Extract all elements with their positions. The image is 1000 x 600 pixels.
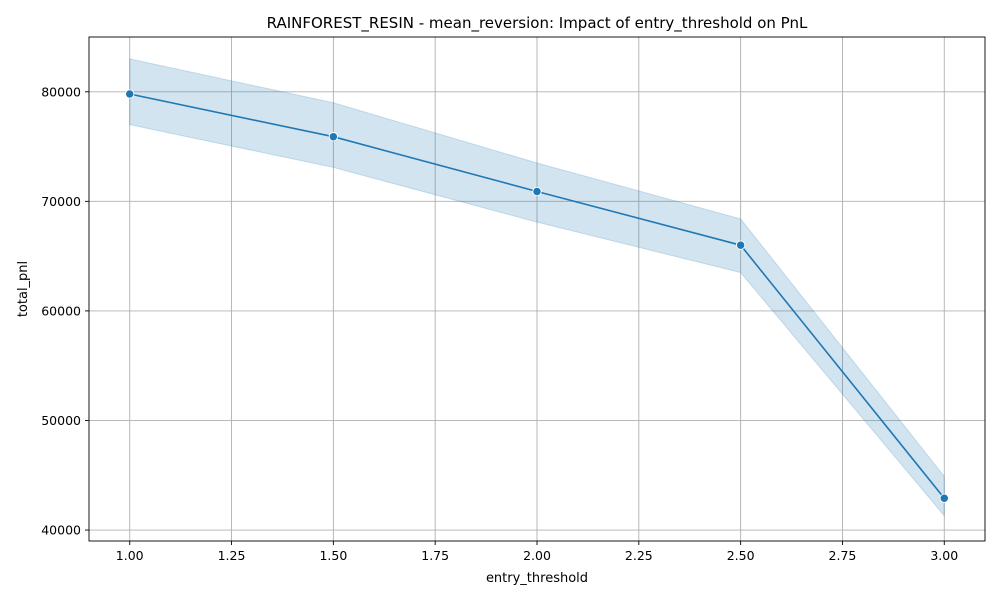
y-tick-label: 50000 <box>41 413 81 428</box>
data-point <box>735 240 746 250</box>
y-tick-label: 40000 <box>41 523 81 538</box>
x-axis-ticks: 1.00 1.25 1.50 1.75 2.00 2.25 2.50 2.75 3.00 <box>116 541 958 563</box>
x-tick-label: 1.00 <box>116 548 144 563</box>
x-axis-label: entry_threshold <box>486 571 588 586</box>
x-tick-label: 2.00 <box>523 548 551 563</box>
grid <box>89 37 985 541</box>
data-point <box>939 493 949 503</box>
x-tick-label: 1.75 <box>421 548 449 563</box>
chart-title: RAINFOREST_RESIN - mean_reversion: Impac… <box>267 14 808 33</box>
y-axis-ticks: 40000 50000 60000 70000 80000 <box>41 84 89 538</box>
x-tick-label: 2.25 <box>625 548 653 563</box>
x-tick-label: 3.00 <box>930 548 958 563</box>
data-point <box>532 186 542 197</box>
marker-layer <box>125 89 949 503</box>
confidence-band <box>129 58 945 518</box>
y-tick-label: 80000 <box>41 84 81 99</box>
x-tick-label: 1.50 <box>319 548 347 563</box>
y-axis-label: total_pnl <box>16 261 31 317</box>
y-tick-label: 70000 <box>41 194 81 209</box>
x-tick-label: 2.75 <box>829 548 857 563</box>
confidence-band-layer <box>129 58 945 518</box>
data-point <box>328 132 339 142</box>
x-tick-label: 2.50 <box>727 548 755 563</box>
data-point <box>125 89 135 99</box>
y-tick-label: 60000 <box>41 303 81 318</box>
x-tick-label: 1.25 <box>218 548 246 563</box>
